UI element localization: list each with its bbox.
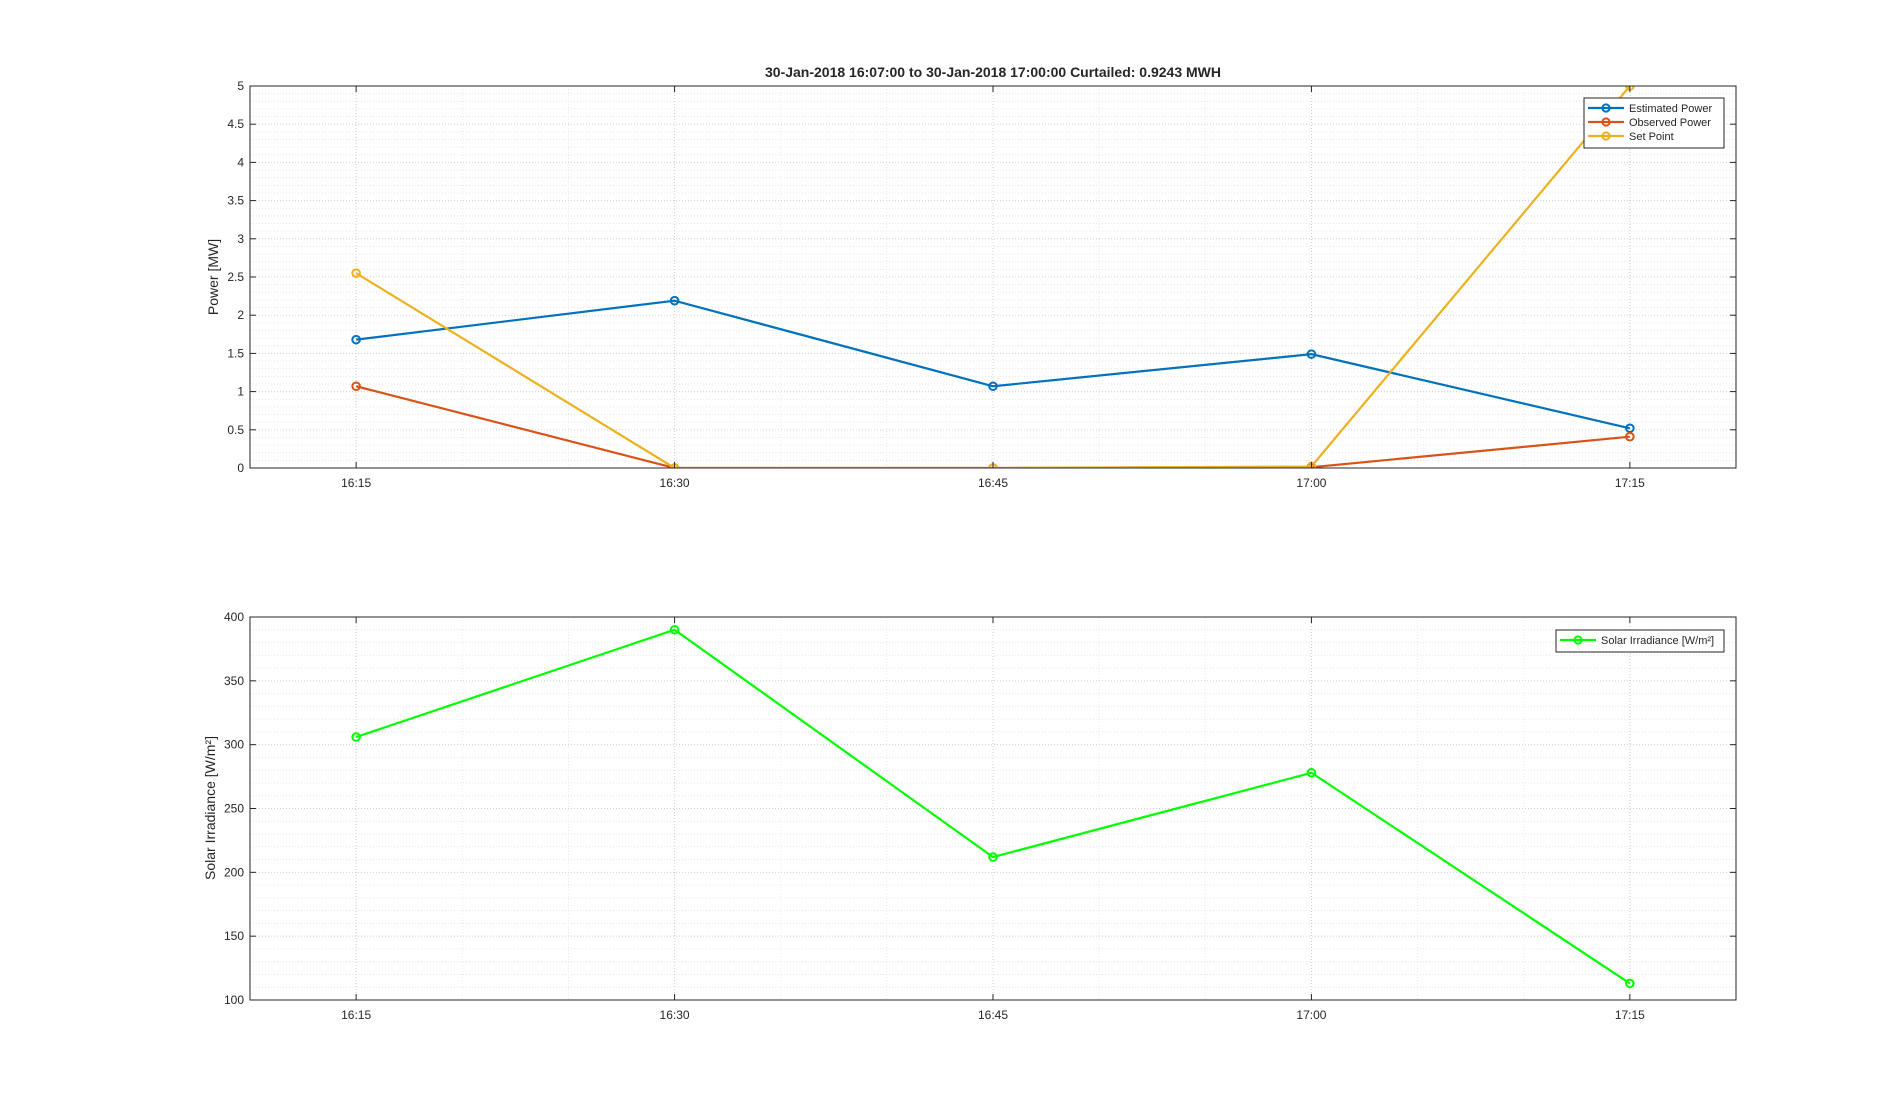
y-tick-label: 150: [224, 929, 244, 943]
y-tick-label: 300: [224, 738, 244, 752]
irradiance-legend: Solar Irradiance [W/m²]: [1555, 629, 1725, 653]
data-point: [1306, 767, 1317, 778]
data-point: [351, 268, 361, 278]
x-tick-label: 17:00: [1296, 476, 1326, 490]
power-chart-title: 30-Jan-2018 16:07:00 to 30-Jan-2018 17:0…: [765, 64, 1221, 80]
irradiance-chart: 100 150 200 250 300 350 400 16:15 16:30 16:45 17:0…: [202, 610, 1737, 1022]
y-tick-label: 100: [224, 993, 244, 1007]
x-tick-label: 17:00: [1296, 1008, 1326, 1022]
legend-marker: [1601, 117, 1611, 127]
power-grid: [250, 85, 1736, 469]
y-tick-label: 0.5: [227, 423, 244, 437]
legend-marker: [1601, 131, 1611, 141]
data-point: [1625, 978, 1635, 989]
power-legend: Estimated Power Observed Power Set Point: [1583, 97, 1725, 149]
power-y-axis-label: Power [MW]: [205, 239, 221, 315]
x-tick-label: 16:45: [978, 1008, 1008, 1022]
data-point: [988, 381, 998, 392]
irradiance-y-axis-label: Solar Irradiance [W/m²]: [202, 736, 218, 880]
x-tick-label: 16:30: [660, 1008, 690, 1022]
x-tick-label: 16:30: [660, 476, 690, 490]
y-tick-label: 3: [237, 232, 244, 246]
data-point: [351, 732, 361, 742]
y-tick-label: 250: [224, 802, 244, 816]
legend-label: Observed Power: [1629, 117, 1711, 129]
irradiance-y-axis-label-text: Solar Irradiance [W/m²]: [202, 736, 218, 880]
legend-marker: [1573, 635, 1583, 645]
irradiance-series: [351, 624, 1635, 989]
data-point: [351, 381, 361, 392]
y-tick-label: 200: [224, 865, 244, 879]
y-tick-label: 5: [237, 79, 244, 93]
x-tick-label: 16:15: [341, 1008, 371, 1022]
legend-box: [1555, 629, 1725, 653]
x-tick-label: 16:15: [341, 476, 371, 490]
data-point: [669, 624, 680, 635]
y-tick-label: 2.5: [227, 270, 244, 284]
data-point: [1625, 431, 1635, 442]
irradiance-grid: [250, 616, 1736, 1001]
data-point: [1306, 349, 1317, 359]
y-tick-label: 2: [237, 308, 244, 322]
series-line: [355, 385, 1630, 468]
y-tick-label: 4: [237, 155, 244, 169]
x-tick-label: 17:15: [1615, 476, 1645, 490]
y-tick-label: 0: [237, 461, 244, 475]
y-tick-label: 3.5: [227, 194, 244, 208]
legend-label: Estimated Power: [1629, 103, 1712, 115]
power-chart: 0 0.5 1 1.5 2 2.5 3 3.5 4 4.5 5 16:15 16:30 16:45 17:0…: [205, 64, 1737, 490]
y-tick-label: 400: [224, 610, 244, 624]
y-tick-label: 4.5: [227, 117, 244, 131]
legend-marker: [1601, 103, 1611, 113]
data-point: [351, 334, 361, 345]
power-ticks: 0 0.5 1 1.5 2 2.5 3 3.5 4 4.5 5 16:15 16:30 16:45 17:0…: [227, 79, 1736, 490]
x-tick-label: 17:15: [1615, 1008, 1645, 1022]
irradiance-ticks: 100 150 200 250 300 350 400 16:15 16:30 16:45 17:0…: [224, 610, 1736, 1022]
data-point: [988, 852, 998, 862]
x-tick-label: 16:45: [978, 476, 1008, 490]
series-line: [355, 628, 1631, 985]
data-point: [669, 295, 680, 306]
series-line: [355, 86, 1631, 468]
y-tick-label: 1: [237, 385, 244, 399]
legend-label: Set Point: [1629, 131, 1674, 143]
series-line: [356, 299, 1631, 430]
y-tick-label: 350: [224, 674, 244, 688]
y-tick-label: 1.5: [227, 346, 244, 360]
legend-label: Solar Irradiance [W/m²]: [1601, 635, 1714, 647]
